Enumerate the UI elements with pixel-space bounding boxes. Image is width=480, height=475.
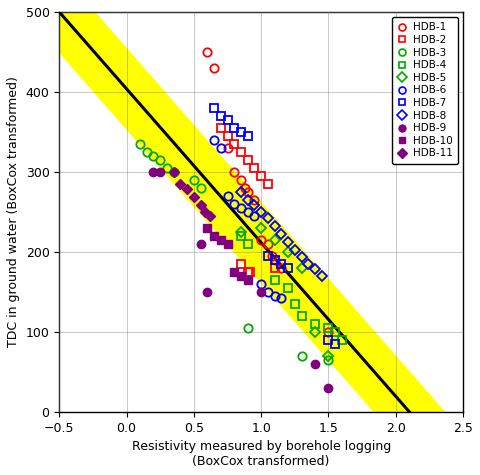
X-axis label: Resistivity measured by borehole logging
(BoxCox transformed): Resistivity measured by borehole logging… <box>132 440 391 468</box>
Legend: HDB-1, HDB-2, HDB-3, HDB-4, HDB-5, HDB-6, HDB-7, HDB-8, HDB-9, HDB-10, HDB-11: HDB-1, HDB-2, HDB-3, HDB-4, HDB-5, HDB-6… <box>392 17 458 163</box>
Y-axis label: TDC in ground water (BoxCox transformed): TDC in ground water (BoxCox transformed) <box>7 76 20 347</box>
